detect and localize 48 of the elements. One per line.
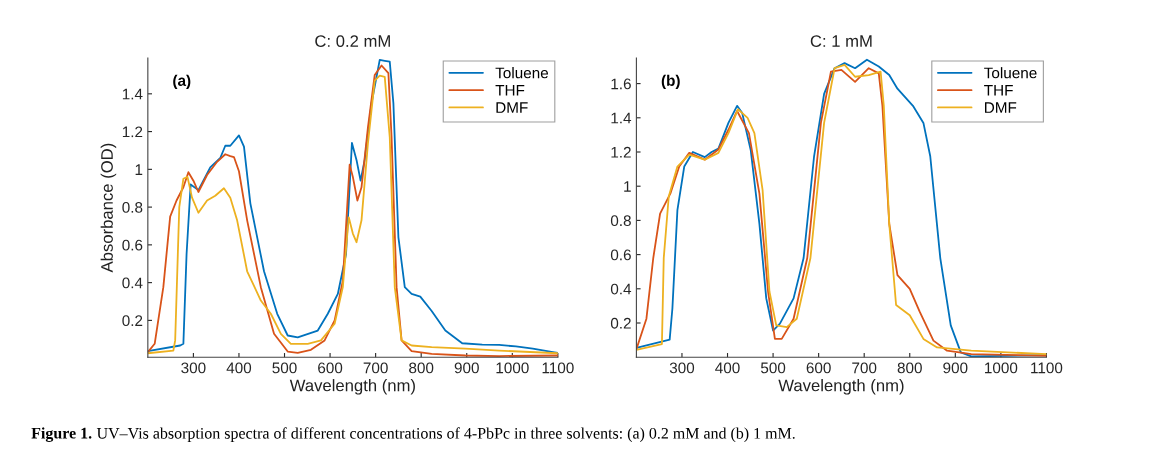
annotation: (b): [661, 74, 680, 90]
y-tick-label: 0.8: [122, 201, 143, 213]
y-tick-label: 0.6: [122, 239, 143, 251]
x-tick-label: 800: [409, 362, 434, 374]
legend-label: THF: [495, 84, 525, 96]
y-tick-label: 1.4: [122, 88, 143, 100]
x-tick-label: 1000: [496, 362, 529, 374]
y-tick-label: 0.2: [122, 315, 143, 327]
y-tick-label: 0.4: [610, 283, 632, 295]
x-tick-label: 300: [669, 362, 695, 374]
annotation: (a): [173, 74, 191, 90]
y-tick-label: 0.4: [122, 277, 143, 289]
x-tick-label: 500: [760, 362, 786, 374]
y-tick-label: 1.2: [122, 126, 143, 138]
x-tick-label: 900: [943, 362, 968, 374]
y-tick-label: 1: [135, 164, 143, 175]
x-tick-label: 600: [806, 362, 831, 374]
x-tick-label: 700: [363, 362, 388, 374]
x-tick-label: 700: [852, 362, 877, 374]
y-tick-label: 1.2: [611, 146, 631, 158]
legend-label: THF: [984, 84, 1013, 96]
x-tick-label: 900: [454, 362, 479, 374]
x-tick-label: 1000: [985, 362, 1018, 374]
legend-label: DMF: [496, 102, 528, 113]
legend-label: DMF: [985, 102, 1017, 113]
y-tick-label: 1.6: [611, 78, 631, 90]
x-tick-label: 400: [226, 362, 252, 374]
x-tick-label: 300: [181, 362, 206, 374]
x-tick-label: 1100: [542, 362, 574, 374]
x-axis-title: Wavelength (nm): [289, 379, 415, 395]
x-tick-label: 600: [318, 362, 343, 374]
y-tick-label: 0.8: [610, 215, 631, 227]
y-tick-label: 1: [624, 181, 631, 192]
x-tick-label: 800: [897, 362, 922, 374]
chart-title: C: 1 mM: [810, 35, 872, 47]
legend-label: Toluene: [495, 67, 549, 79]
text: UV–Vis absorption spectra of different concentrations of 4-PbPc in three solvents: (a) 0.2 mM and (b) 1 mM.: [96, 427, 795, 442]
caption: Figure 1.: [31, 427, 92, 442]
y-axis-title: Absorbance (OD): [100, 143, 117, 273]
x-tick-label: 400: [715, 362, 740, 374]
y-tick-label: 1.4: [611, 112, 632, 124]
y-tick-label: 0.6: [610, 249, 631, 261]
y-tick-label: 0.2: [610, 317, 631, 329]
x-tick-label: 500: [272, 362, 297, 374]
x-tick-label: 1100: [1031, 362, 1063, 374]
chart-title: C: 0.2 mM: [315, 35, 390, 47]
x-axis-title: Wavelength (nm): [778, 379, 904, 395]
legend-label: Toluene: [984, 67, 1037, 79]
